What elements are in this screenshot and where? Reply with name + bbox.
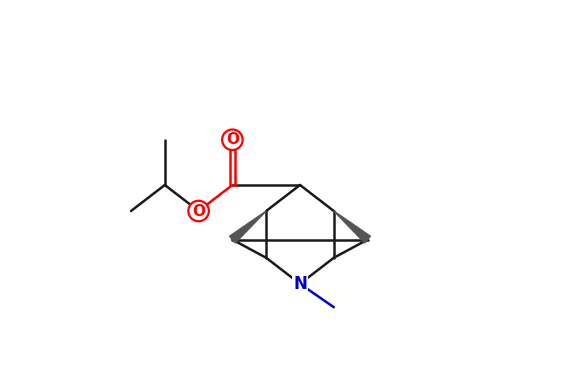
Polygon shape [230,211,266,243]
Text: O: O [192,204,205,218]
Text: N: N [293,275,307,293]
Polygon shape [334,211,370,243]
Text: O: O [226,132,239,147]
